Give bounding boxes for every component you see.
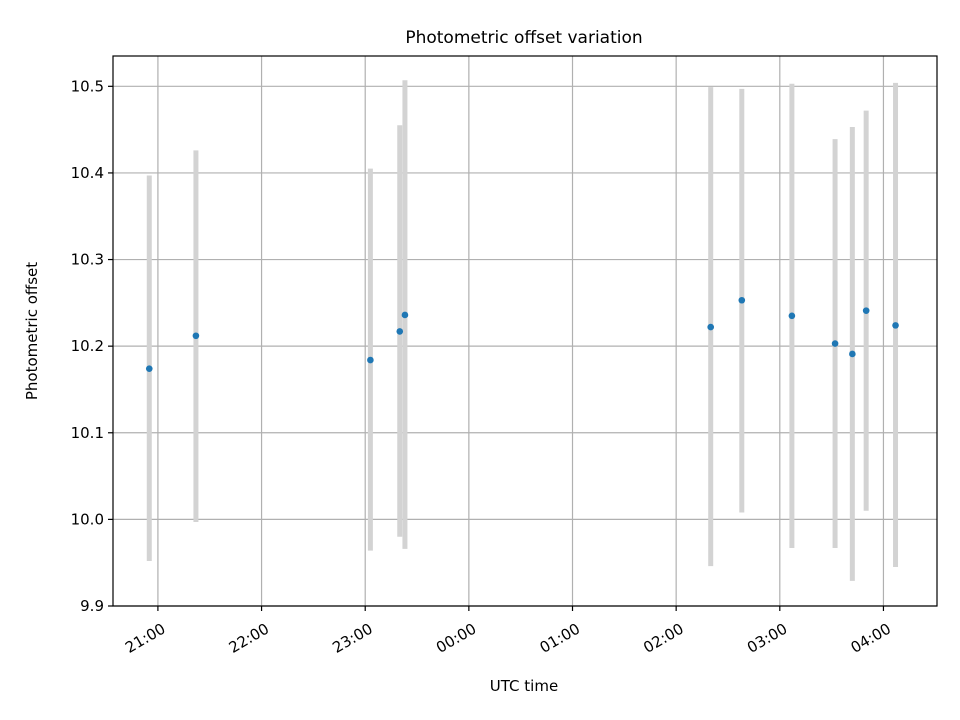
data-point: [892, 322, 899, 329]
x-tick-label: 02:00: [640, 620, 686, 657]
data-point: [738, 296, 746, 304]
data-point: [145, 365, 153, 372]
plot-frame: [112, 55, 938, 607]
x-tick-label: 23:00: [329, 620, 375, 657]
x-tick-labels: 21:00 22:00 23:00 00:00 01:00 02:00 03:00 04:00: [122, 620, 894, 657]
y-axis-label: Photometric offset: [23, 262, 41, 400]
y-tick-label: 10.4: [71, 164, 104, 182]
y-tick-label: 10.3: [71, 251, 104, 269]
data-point: [862, 307, 870, 314]
x-tick-label: 00:00: [433, 620, 479, 657]
y-tick-label: 10.0: [71, 510, 104, 528]
chart-title: Photometric offset variation: [405, 28, 642, 48]
data-point: [401, 311, 409, 319]
data-point-layer: [145, 296, 899, 372]
tick-layer: [108, 85, 885, 611]
data-point: [849, 350, 856, 358]
y-tick-labels: 9.9 10.0 10.1 10.2 10.3 10.4 10.5: [71, 77, 104, 615]
y-tick-label: 10.5: [71, 77, 104, 95]
x-tick-label: 22:00: [226, 620, 272, 657]
data-point: [192, 332, 200, 340]
data-point: [367, 356, 374, 364]
x-tick-label: 01:00: [537, 620, 583, 657]
y-tick-label: 10.2: [71, 337, 104, 355]
data-point: [396, 328, 404, 335]
x-tick-label: 04:00: [848, 620, 894, 657]
x-tick-label: 21:00: [122, 620, 168, 657]
y-tick-label: 10.1: [71, 424, 104, 442]
data-point: [707, 323, 715, 331]
grid-layer: [113, 56, 937, 607]
y-tick-label: 9.9: [80, 597, 104, 615]
x-tick-label: 03:00: [744, 620, 790, 657]
x-axis-label: UTC time: [490, 677, 558, 695]
data-point: [788, 312, 796, 320]
data-point: [831, 340, 839, 347]
